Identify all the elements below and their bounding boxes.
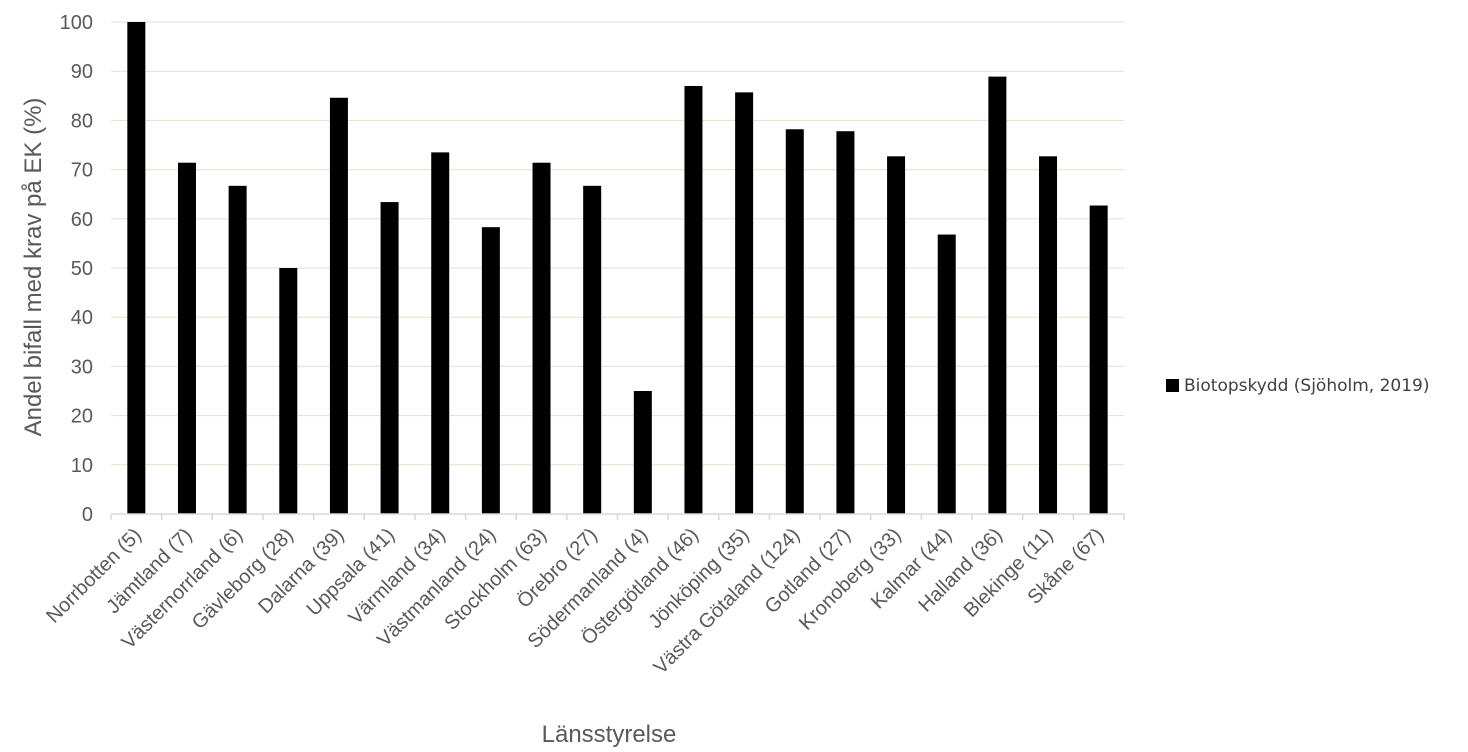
- y-tick-label: 0: [82, 504, 93, 526]
- bar: [431, 152, 450, 514]
- legend: Biotopskydd (Sjöholm, 2019): [1166, 376, 1430, 396]
- bar: [228, 185, 247, 514]
- y-axis-ticks: 0 10 20 30 40 50 60 70 80 90 100: [60, 12, 93, 526]
- bar: [481, 227, 500, 514]
- bar: [380, 202, 399, 514]
- y-tick-label: 60: [71, 209, 93, 231]
- bar: [127, 22, 146, 514]
- bar: [937, 234, 956, 514]
- y-tick-label: 80: [71, 110, 93, 132]
- x-axis-ticks: [110, 514, 1125, 520]
- bar: [836, 131, 855, 514]
- gridlines: [111, 21, 1124, 466]
- y-tick-label: 20: [71, 406, 93, 428]
- bar: [1039, 156, 1058, 515]
- y-tick-label: 70: [71, 160, 93, 182]
- x-axis-title: Länsstyrelse: [542, 721, 677, 748]
- bar: [735, 92, 754, 514]
- bar: [633, 391, 652, 514]
- legend-swatch: [1166, 379, 1179, 392]
- y-tick-label: 40: [71, 307, 93, 329]
- y-axis-title: Andel bifall med krav på EK (%): [20, 98, 47, 437]
- bar: [988, 76, 1007, 514]
- bar: [1089, 205, 1108, 515]
- y-tick-label: 100: [60, 12, 93, 34]
- legend-label: Biotopskydd (Sjöholm, 2019): [1184, 376, 1430, 396]
- y-tick-label: 90: [71, 61, 93, 83]
- bar: [177, 162, 196, 514]
- x-axis-labels: Norrbotten (5)Jämtland (7)Västernorrland…: [42, 524, 1108, 679]
- bar: [684, 85, 703, 515]
- bar: [279, 268, 298, 514]
- bar: [583, 185, 602, 514]
- bar: [532, 162, 551, 514]
- bar: [329, 97, 348, 514]
- bar: [887, 156, 906, 515]
- bars: [127, 22, 1108, 515]
- y-tick-label: 10: [71, 455, 93, 477]
- bar: [785, 129, 804, 515]
- y-tick-label: 30: [71, 356, 93, 378]
- y-tick-label: 50: [71, 258, 93, 280]
